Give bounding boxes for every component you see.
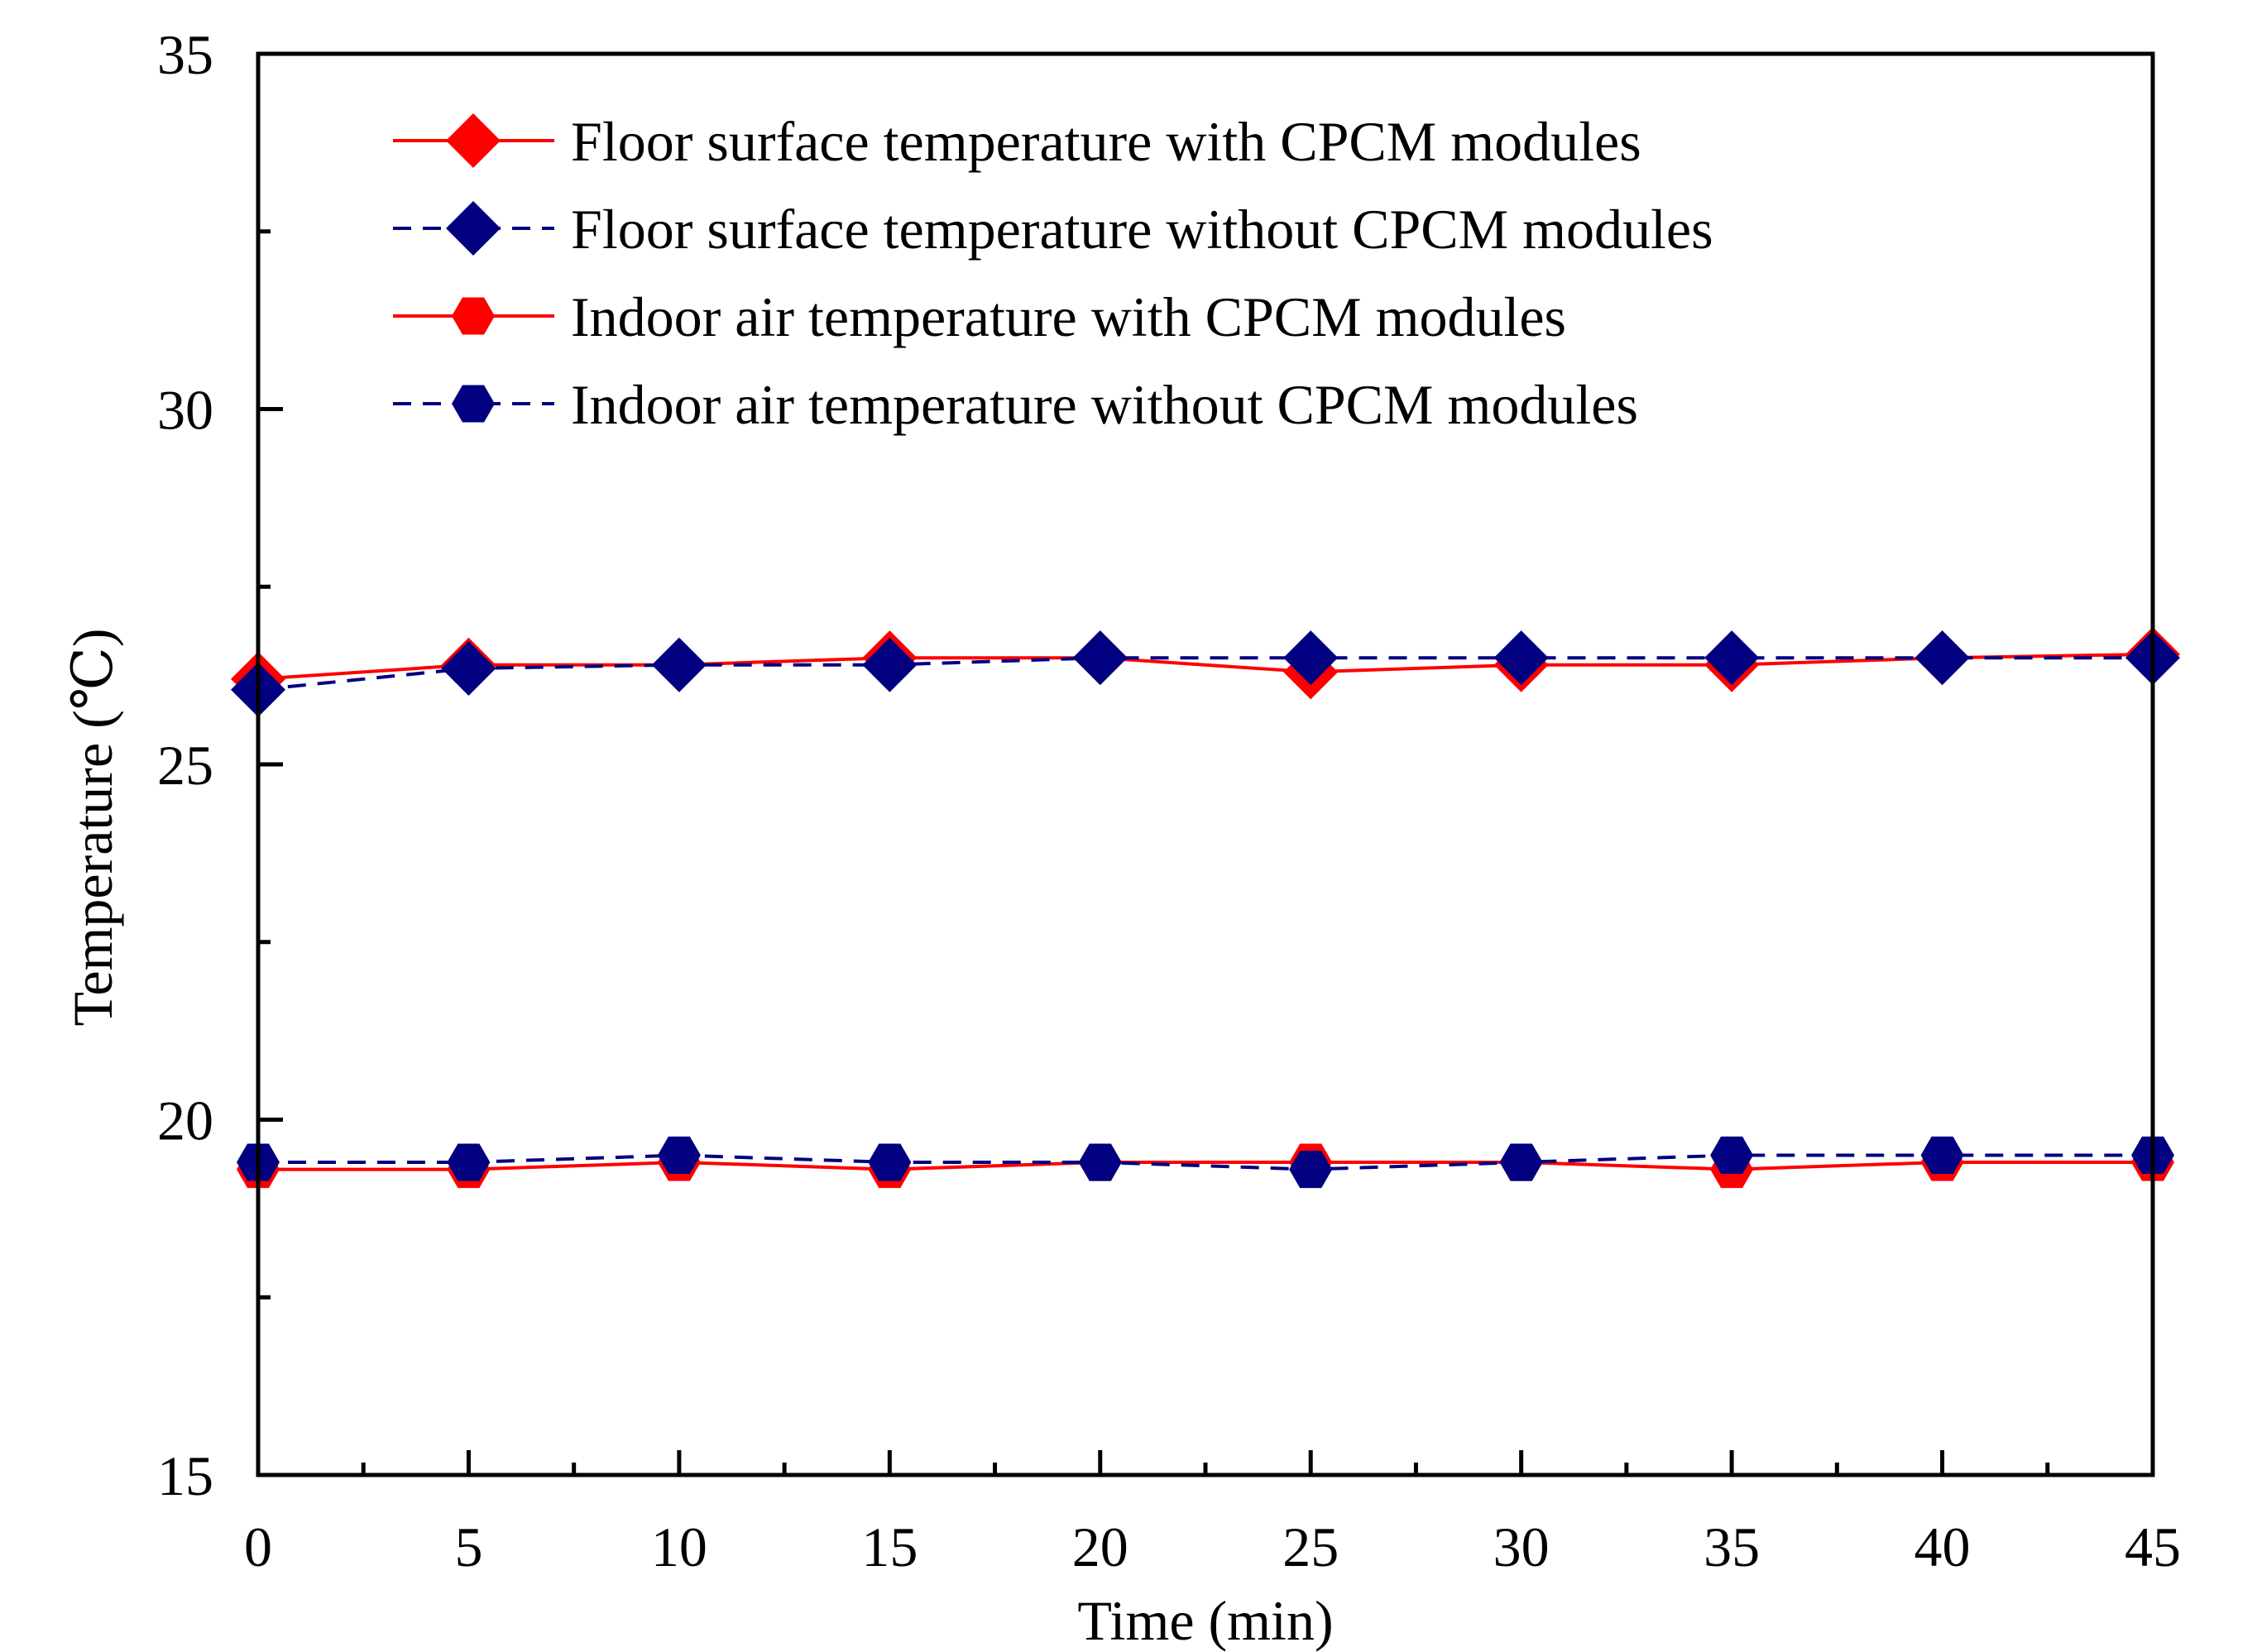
x-tick-label: 30 — [1493, 1516, 1550, 1578]
data-point — [657, 1136, 701, 1174]
x-tick-label: 40 — [1914, 1516, 1971, 1578]
y-tick-label: 35 — [157, 23, 213, 86]
legend-label-4: Indoor air temperature without CPCM modu… — [571, 373, 1638, 436]
x-tick-label: 45 — [2125, 1516, 2181, 1578]
legend-marker-2 — [446, 201, 501, 256]
legend-marker-4 — [452, 385, 495, 423]
legend: Floor surface temperature with CPCM modu… — [393, 110, 1713, 436]
x-tick-label: 15 — [861, 1516, 918, 1578]
series-3 — [237, 1143, 2174, 1189]
data-point — [868, 1143, 912, 1181]
x-tick-label: 35 — [1704, 1516, 1760, 1578]
legend-label-3: Indoor air temperature with CPCM modules — [571, 285, 1566, 348]
data-point — [1283, 630, 1339, 686]
x-tick-label: 25 — [1282, 1516, 1339, 1578]
data-point — [1072, 630, 1128, 686]
y-tick-label: 20 — [157, 1089, 213, 1152]
data-point — [862, 637, 918, 692]
legend-label-2: Floor surface temperature without CPCM m… — [571, 198, 1713, 261]
x-tick-label: 0 — [244, 1516, 272, 1578]
y-tick-label: 30 — [157, 379, 213, 442]
x-axis-label: Time (min) — [1077, 1589, 1333, 1652]
tick-layer: 0 5 10 15 20 25 30 35 40 45 15 20 25 30 35 — [157, 23, 2181, 1578]
y-tick-label: 15 — [157, 1444, 213, 1507]
legend-marker-1 — [446, 113, 501, 168]
series-line — [257, 652, 2154, 681]
x-tick-label: 20 — [1072, 1516, 1128, 1578]
data-point — [1920, 1136, 1964, 1174]
series-line — [258, 1160, 2153, 1171]
data-point — [1704, 630, 1760, 686]
data-point — [441, 641, 496, 697]
plot-frame — [256, 51, 2155, 1477]
data-point — [1710, 1136, 1754, 1174]
series-line — [257, 656, 2153, 692]
data-point — [1499, 1143, 1543, 1181]
y-tick-label: 25 — [157, 734, 213, 797]
series-4 — [237, 1136, 2174, 1189]
series-line — [258, 1153, 2153, 1171]
data-point — [1289, 1151, 1333, 1189]
axes-layer — [256, 51, 2155, 1477]
y-axis-label: Temperature (℃) — [61, 629, 124, 1027]
legend-marker-3 — [452, 297, 495, 335]
series-layer — [231, 626, 2180, 1189]
data-point — [447, 1143, 491, 1181]
data-point — [651, 637, 707, 692]
series-2 — [231, 630, 2180, 717]
data-point — [1493, 630, 1549, 686]
data-point — [1078, 1143, 1122, 1181]
data-point — [1914, 630, 1970, 686]
legend-label-1: Floor surface temperature with CPCM modu… — [571, 110, 1641, 173]
x-tick-label: 5 — [454, 1516, 482, 1578]
series-1 — [231, 626, 2180, 706]
x-tick-label: 10 — [651, 1516, 707, 1578]
